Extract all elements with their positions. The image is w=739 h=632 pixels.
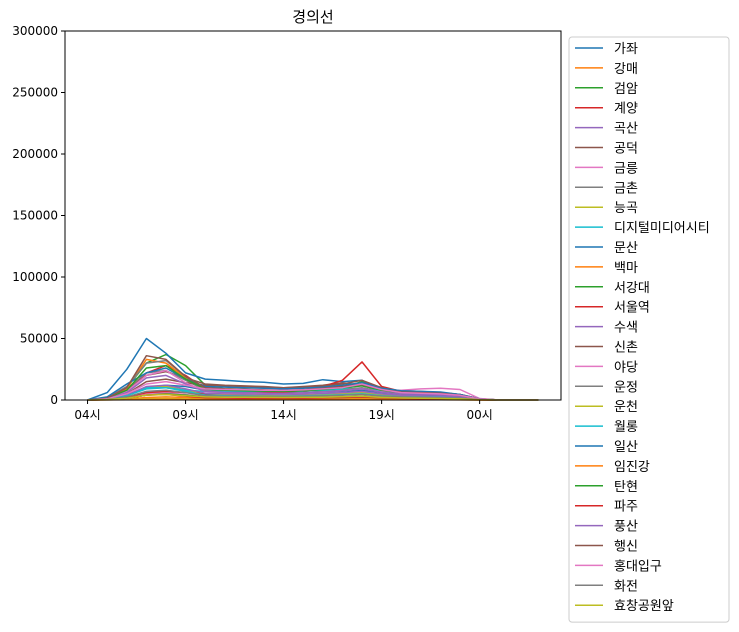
- y-tick-label: 0: [50, 393, 58, 407]
- legend-entry: 화전: [614, 579, 638, 594]
- axes: 0 50000 100000 150000 200000 250000 300000 04시 0…: [12, 24, 562, 422]
- legend-entry: 홍대입구: [614, 559, 662, 574]
- legend-entry: 서울역: [614, 301, 650, 316]
- legend-entry: 능곡: [614, 201, 638, 216]
- series-line-27: [87, 380, 539, 401]
- x-tick-label: 04시: [74, 408, 100, 422]
- legend-entry: 일산: [614, 440, 638, 455]
- legend-entry: 수색: [614, 321, 638, 336]
- series-line-25: [87, 374, 539, 401]
- legend-entry: 신촌: [614, 341, 638, 356]
- x-tick-label: 14시: [270, 408, 296, 422]
- plot-frame: [64, 30, 562, 401]
- x-tick-label: 19시: [368, 408, 394, 422]
- y-tick-label: 50000: [20, 332, 58, 346]
- legend-entry: 운천: [614, 400, 638, 415]
- legend-entry: 공덕: [614, 142, 638, 157]
- y-tick-label: 150000: [12, 209, 58, 223]
- legend-box: [568, 36, 730, 623]
- plot-area: [87, 337, 539, 401]
- legend-entry: 검암: [614, 82, 638, 97]
- y-tick-label: 100000: [12, 270, 58, 284]
- legend-entry: 계양: [614, 102, 638, 117]
- series-line-29: [87, 393, 539, 401]
- legend-entry: 파주: [614, 500, 638, 515]
- legend-entry: 디지털미디어시티: [614, 221, 710, 236]
- legend-entry: 가좌: [614, 42, 638, 57]
- legend-entry: 야당: [614, 360, 638, 375]
- legend-entry: 효창공원앞: [614, 599, 674, 614]
- legend-entry: 금촌: [614, 181, 638, 196]
- legend-entry: 곡산: [614, 122, 638, 137]
- legend-entry: 강매: [614, 62, 638, 77]
- legend-entry: 월롱: [614, 420, 638, 435]
- legend-entry: 탄현: [614, 480, 638, 495]
- x-tick-label: 09시: [172, 408, 198, 422]
- chart-title: 경의선: [292, 8, 333, 26]
- legend-entry: 풍산: [614, 520, 638, 535]
- y-tick-label: 200000: [12, 147, 58, 161]
- legend-entry: 백마: [614, 261, 638, 276]
- legend-entry: 행신: [614, 539, 638, 555]
- x-tick-label: 00시: [466, 408, 492, 422]
- y-tick-label: 250000: [12, 86, 58, 100]
- legend-entry: 운정: [614, 380, 638, 395]
- legend-entry: 금릉: [614, 161, 638, 176]
- legend-entry: 서강대: [614, 281, 650, 296]
- legend: 가좌강매검암계양곡산공덕금릉금촌능곡디지털미디어시티문산백마서강대서울역수색신촌…: [568, 36, 730, 623]
- y-tick-label: 300000: [12, 24, 58, 38]
- legend-entry: 문산: [614, 241, 638, 256]
- legend-entry: 임진강: [614, 460, 650, 475]
